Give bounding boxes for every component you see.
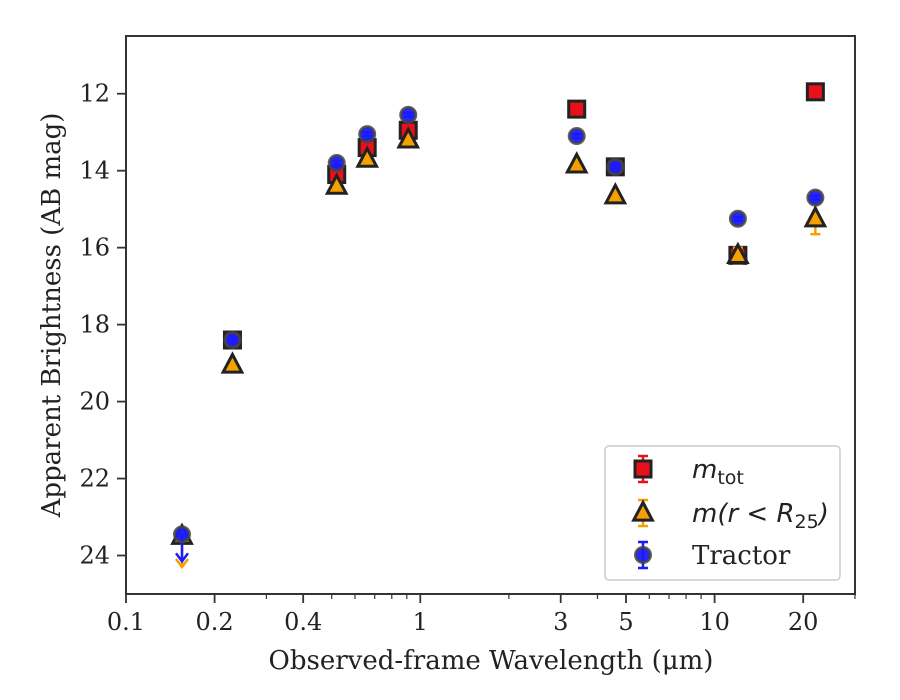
upper-limit-arrow-head	[175, 552, 190, 564]
triangle-point	[803, 205, 828, 228]
x-tick-label: 0.1	[107, 608, 145, 636]
triangle-point	[564, 151, 589, 174]
x-tick-label: 10	[699, 608, 730, 636]
legend-label-mr25: m(r < R25)	[692, 499, 829, 533]
circle-point	[327, 153, 346, 172]
series-mr25	[170, 126, 828, 570]
y-tick-label: 16	[79, 234, 110, 262]
x-tick-label: 3	[553, 608, 568, 636]
circle-point	[358, 125, 377, 144]
y-tick-label: 18	[79, 311, 110, 339]
legend-label-tractor: Tractor	[692, 541, 791, 571]
triangle-point	[324, 172, 349, 195]
circle-point	[399, 105, 418, 124]
circle-point	[223, 331, 242, 350]
legend-label-mtot: mtot	[692, 455, 744, 489]
y-tick-label: 20	[79, 388, 110, 416]
data-marks	[170, 82, 828, 570]
square-point	[805, 82, 825, 102]
x-axis: 0.1 0.2 0.4 1 3 5 10 20	[107, 594, 856, 636]
upper-limit-arrow-head	[175, 558, 190, 570]
legend-triangle-marker	[631, 499, 655, 522]
legend-box	[604, 445, 841, 581]
x-tick-label: 5	[618, 608, 633, 636]
y-tick-label: 24	[79, 542, 110, 570]
legend: mtot m(r < R25) Tractor	[604, 445, 841, 581]
legend-square-marker	[633, 459, 653, 479]
legend-circle-marker	[634, 546, 652, 564]
x-axis-label: Observed-frame Wavelength (μm)	[269, 646, 714, 676]
circle-point	[806, 188, 825, 207]
x-tick-label: 0.4	[284, 608, 322, 636]
y-tick-label: 12	[79, 80, 110, 108]
y-axis-label: Apparent Brightness (AB mag)	[37, 113, 67, 519]
x-tick-label: 1	[413, 608, 428, 636]
triangle-point	[355, 145, 380, 168]
y-tick-label: 14	[79, 157, 110, 185]
x-tick-label: 20	[788, 608, 819, 636]
square-point	[567, 99, 587, 119]
circle-point	[567, 127, 586, 146]
triangle-point	[726, 241, 750, 264]
y-axis: 12 14 16 18 20 22 24	[79, 80, 126, 570]
circle-point	[606, 157, 625, 176]
circle-point	[173, 525, 192, 544]
triangle-point	[396, 126, 421, 149]
x-tick-label: 0.2	[196, 608, 234, 636]
triangle-point	[220, 351, 245, 374]
y-tick-label: 22	[79, 465, 110, 493]
series-tractor	[173, 105, 825, 564]
triangle-point	[603, 181, 628, 205]
circle-point	[728, 209, 747, 228]
